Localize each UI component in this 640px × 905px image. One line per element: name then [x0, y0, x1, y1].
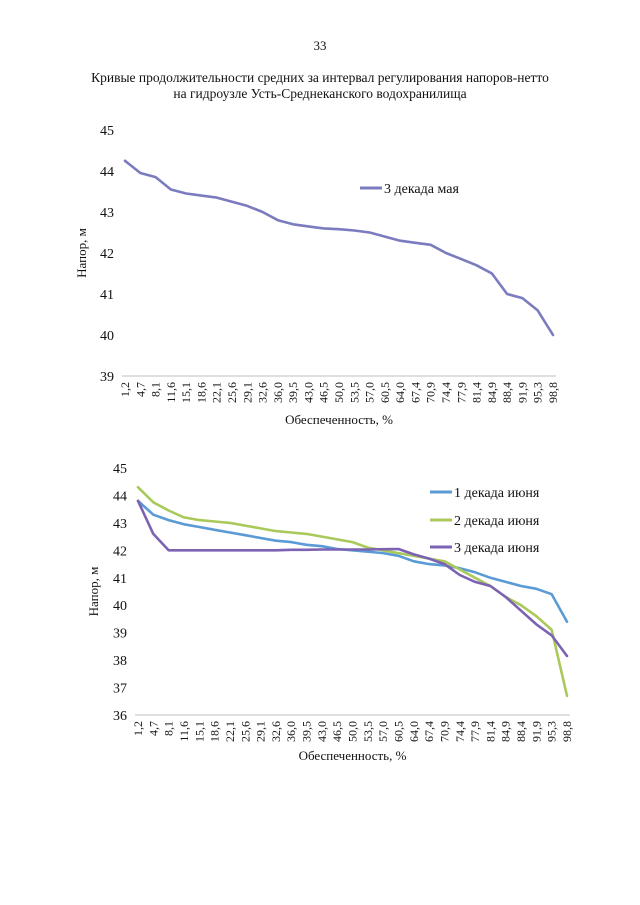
- x-tick-label: 88,4: [514, 721, 528, 742]
- x-tick-label: 74,4: [453, 721, 467, 742]
- title-line-2: на гидроузле Усть-Среднеканского водохра…: [173, 86, 467, 101]
- x-tick-label: 1,2: [131, 721, 145, 736]
- x-tick-label: 50,0: [346, 721, 360, 742]
- chart-2: 36 37 38 39 40 41 42 43 44 45 1,2 4,7 8,1 11,6 15,1 18,…: [86, 462, 574, 763]
- x-tick-label: 18,6: [194, 382, 208, 403]
- y-axis-title: Напор, м: [74, 228, 89, 278]
- x-tick-label: 70,9: [437, 721, 451, 742]
- x-axis-title: Обеспеченность, %: [285, 412, 393, 427]
- x-tick-label: 15,1: [192, 721, 206, 742]
- x-tick-label: 67,4: [408, 382, 422, 403]
- y-tick-label: 45: [113, 462, 127, 477]
- y-tick-label: 41: [113, 572, 127, 587]
- x-tick-label: 67,4: [422, 721, 436, 742]
- x-tick-label: 74,4: [439, 382, 453, 403]
- y-tick-label: 43: [113, 517, 127, 532]
- x-tick-label: 60,5: [391, 721, 405, 742]
- x-tick-label: 64,0: [393, 382, 407, 403]
- x-tick-label: 43,0: [301, 382, 315, 403]
- x-axis-title: Обеспеченность, %: [299, 748, 407, 763]
- x-tick-label: 46,5: [317, 382, 331, 403]
- x-tick-label: 36,0: [284, 721, 298, 742]
- x-tick-label: 32,6: [269, 721, 283, 742]
- y-tick-label: 38: [113, 654, 127, 669]
- x-tick-label: 95,3: [545, 721, 559, 742]
- series-line: [136, 499, 569, 658]
- x-tick-label: 25,6: [225, 382, 239, 403]
- y-tick-label: 45: [100, 124, 114, 139]
- legend-label: 3 декада июня: [454, 541, 540, 556]
- y-tick-label: 40: [100, 329, 114, 344]
- x-tick-label: 43,0: [315, 721, 329, 742]
- x-tick-label: 4,7: [133, 382, 147, 397]
- y-tick-label: 37: [113, 682, 127, 697]
- x-tick-label: 53,5: [361, 721, 375, 742]
- x-tick-label: 60,5: [378, 382, 392, 403]
- x-tick-label: 15,1: [179, 382, 193, 403]
- x-tick-label: 64,0: [407, 721, 421, 742]
- x-tick-label: 39,5: [300, 721, 314, 742]
- x-tick-label: 91,9: [515, 382, 529, 403]
- x-tick-label: 29,1: [254, 721, 268, 742]
- x-tick-label: 8,1: [149, 382, 163, 397]
- x-tick-label: 98,8: [546, 382, 560, 403]
- x-tick-label: 22,1: [223, 721, 237, 742]
- y-tick-label: 41: [100, 288, 114, 303]
- x-tick-label: 81,4: [470, 382, 484, 403]
- y-tick-label: 44: [100, 165, 114, 180]
- x-tick-label: 11,6: [177, 721, 191, 742]
- x-tick-label: 70,9: [424, 382, 438, 403]
- x-tick-label: 88,4: [500, 382, 514, 403]
- x-tick-label: 53,5: [347, 382, 361, 403]
- x-tick-label: 84,9: [485, 382, 499, 403]
- y-tick-label: 43: [100, 206, 114, 221]
- x-tick-label: 81,4: [483, 721, 497, 742]
- x-tick-label: 91,9: [529, 721, 543, 742]
- legend-label: 3 декада мая: [384, 182, 459, 197]
- x-tick-label: 22,1: [210, 382, 224, 403]
- y-tick-label: 42: [100, 247, 114, 262]
- y-tick-label: 39: [113, 627, 127, 642]
- x-tick-label: 57,0: [376, 721, 390, 742]
- x-tick-label: 77,9: [468, 721, 482, 742]
- x-tick-label: 11,6: [164, 382, 178, 403]
- x-tick-label: 39,5: [286, 382, 300, 403]
- y-tick-label: 40: [113, 599, 127, 614]
- x-tick-label: 77,9: [454, 382, 468, 403]
- x-tick-label: 46,5: [330, 721, 344, 742]
- x-tick-label: 8,1: [162, 721, 176, 736]
- x-tick-label: 1,2: [118, 382, 132, 397]
- x-tick-label: 32,6: [256, 382, 270, 403]
- x-tick-label: 98,8: [560, 721, 574, 742]
- y-tick-label: 42: [113, 544, 127, 559]
- title-line-1: Кривые продолжительности средних за инте…: [91, 70, 549, 85]
- x-tick-label: 50,0: [332, 382, 346, 403]
- x-tick-label: 57,0: [363, 382, 377, 403]
- x-tick-label: 25,6: [238, 721, 252, 742]
- x-tick-label: 29,1: [240, 382, 254, 403]
- y-tick-label: 39: [100, 370, 114, 385]
- y-axis-title: Напор, м: [86, 567, 101, 617]
- x-tick-label: 18,6: [208, 721, 222, 742]
- x-tick-label: 84,9: [499, 721, 513, 742]
- legend-label: 1 декада июня: [454, 486, 540, 501]
- y-tick-label: 36: [113, 709, 127, 724]
- series-line: [123, 159, 555, 337]
- y-tick-label: 44: [113, 489, 127, 504]
- page-number: 33: [313, 38, 327, 53]
- x-tick-label: 36,0: [271, 382, 285, 403]
- x-tick-label: 4,7: [146, 721, 160, 736]
- legend-label: 2 декада июня: [454, 514, 540, 529]
- x-tick-label: 95,3: [531, 382, 545, 403]
- document-title: Кривые продолжительности средних за инте…: [60, 70, 580, 102]
